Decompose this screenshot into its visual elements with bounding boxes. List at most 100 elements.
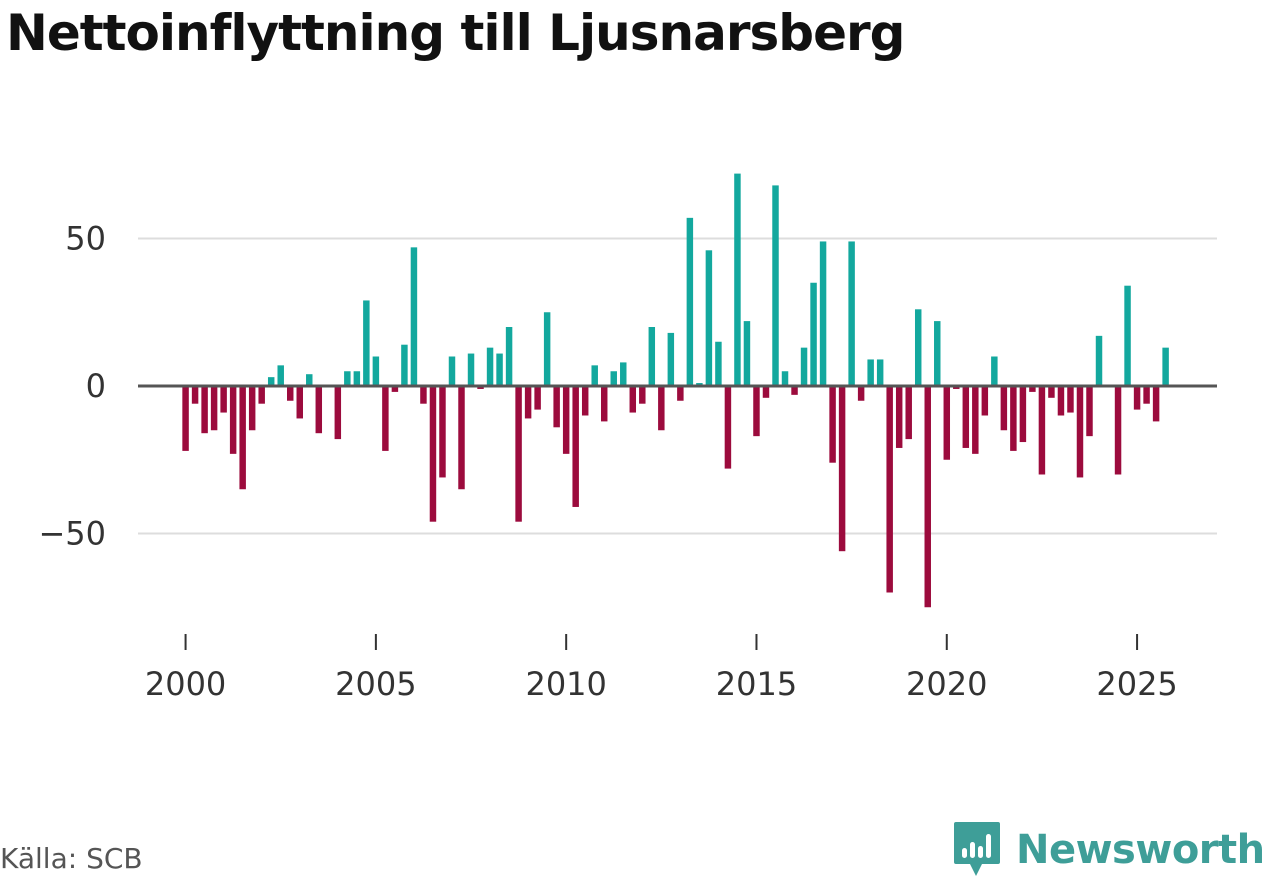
bar — [496, 353, 503, 386]
bar — [895, 386, 903, 448]
y-axis: 50 0 −50 — [38, 220, 106, 553]
bar — [629, 386, 637, 413]
newsworthy-logo-icon — [954, 822, 1000, 876]
bar — [505, 327, 513, 386]
bar — [239, 386, 246, 490]
bar — [267, 377, 275, 386]
bar — [800, 347, 808, 386]
y-tick-label: 50 — [65, 220, 106, 258]
bar — [315, 386, 323, 434]
bar — [905, 386, 912, 440]
bar — [248, 386, 256, 431]
bar — [1067, 386, 1074, 413]
bar — [458, 386, 465, 490]
bar — [610, 371, 617, 386]
bar — [515, 386, 522, 522]
bar — [924, 386, 931, 608]
grid-lines — [138, 237, 1217, 535]
bar — [1143, 386, 1150, 404]
bar — [810, 282, 817, 386]
bar — [1114, 386, 1122, 475]
x-tick-label: 2010 — [525, 665, 606, 703]
bar — [448, 356, 456, 386]
bar — [1076, 386, 1084, 478]
bar — [344, 371, 351, 386]
bar — [762, 386, 770, 398]
x-tick-label: 2015 — [716, 665, 797, 703]
bar — [639, 386, 646, 404]
bar — [306, 374, 313, 386]
bar — [581, 386, 589, 416]
bar — [734, 173, 741, 386]
bar — [363, 300, 370, 386]
bar — [467, 353, 475, 386]
bar — [962, 386, 970, 448]
bar — [220, 386, 227, 413]
bar — [1019, 386, 1027, 443]
bar — [934, 321, 941, 386]
newsworthy-logo-text: Newsworthy — [1016, 827, 1262, 873]
bar — [781, 371, 789, 386]
x-tick-label: 2000 — [145, 665, 226, 703]
bar — [943, 386, 951, 460]
bar — [1038, 386, 1046, 475]
bar — [1152, 386, 1160, 422]
bar — [857, 386, 865, 401]
bar — [705, 250, 713, 386]
bar — [201, 386, 208, 434]
bar — [819, 241, 827, 386]
bar — [1029, 386, 1036, 392]
bar — [1010, 386, 1017, 451]
bar — [981, 386, 989, 416]
bar — [1048, 386, 1055, 398]
bar — [886, 386, 893, 593]
bar — [277, 365, 284, 386]
bar — [1086, 386, 1093, 437]
bar — [686, 217, 694, 386]
bar — [715, 341, 722, 386]
y-tick-label: 0 — [86, 367, 106, 405]
bar — [677, 386, 684, 401]
bar — [1133, 386, 1141, 410]
bar — [743, 321, 751, 386]
bar — [601, 386, 608, 422]
bar — [534, 386, 541, 410]
bar — [562, 386, 570, 454]
bar — [334, 386, 342, 440]
x-axis: 2000 2005 2010 2015 2020 2025 — [145, 634, 1178, 703]
bar — [382, 386, 389, 451]
bar — [572, 386, 579, 507]
bar — [1162, 347, 1169, 386]
bar — [991, 356, 998, 386]
bar — [648, 327, 656, 386]
bar — [791, 386, 798, 395]
bar — [210, 386, 218, 431]
bar — [867, 359, 874, 386]
bar — [658, 386, 665, 431]
bar — [191, 386, 199, 404]
newsworthy-logo[interactable]: Newsworthy — [952, 820, 1262, 880]
bar — [972, 386, 979, 454]
bar — [848, 241, 855, 386]
bar — [1124, 285, 1131, 386]
x-tick-label: 2025 — [1096, 665, 1177, 703]
bar — [410, 247, 418, 386]
bar — [372, 356, 380, 386]
bar — [287, 386, 294, 401]
bar — [829, 386, 836, 463]
bar — [524, 386, 532, 419]
bar — [724, 386, 732, 469]
bar — [591, 365, 598, 386]
bar — [229, 386, 237, 454]
x-tick-label: 2005 — [335, 665, 416, 703]
bar — [439, 386, 446, 478]
bar — [296, 386, 303, 419]
bar — [543, 312, 551, 386]
bar — [353, 371, 361, 386]
bar — [1000, 386, 1008, 431]
bar — [1095, 335, 1103, 386]
y-tick-label: −50 — [38, 515, 106, 553]
bar — [420, 386, 427, 404]
bar — [876, 359, 884, 386]
